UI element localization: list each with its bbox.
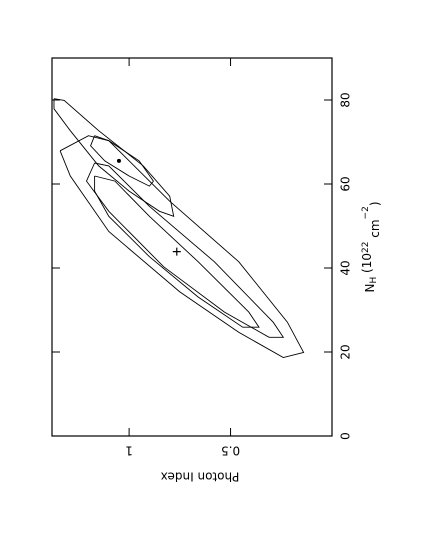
contour-line	[53, 98, 175, 217]
x-tick-label: 0	[339, 432, 353, 440]
x-axis-label-part: 22	[361, 242, 371, 253]
y-tick-label: 0.5	[221, 444, 240, 458]
x-tick-label: 40	[339, 260, 353, 275]
y-tick-label: 1	[125, 444, 133, 458]
x-axis-label-part: H	[369, 277, 379, 284]
contour-line	[85, 162, 285, 338]
dot-marker	[116, 158, 121, 163]
x-tick-label: 80	[339, 92, 353, 107]
x-axis-label-part: −2	[361, 206, 371, 219]
x-axis-label-part: N	[363, 284, 377, 293]
x-axis-label: NH (1022 cm−2)	[360, 201, 382, 292]
x-axis-label-part: (10	[360, 253, 374, 277]
plot-frame	[51, 57, 333, 437]
x-axis-label-part: )	[368, 201, 382, 206]
contour-line	[94, 175, 260, 328]
x-tick-label: 20	[339, 344, 353, 359]
best-fit-marker	[172, 247, 181, 256]
x-tick-label: 60	[339, 176, 353, 191]
y-axis-label: Photon Index	[161, 470, 240, 484]
contour-line	[90, 135, 154, 187]
x-axis-label-part: cm	[368, 219, 382, 241]
